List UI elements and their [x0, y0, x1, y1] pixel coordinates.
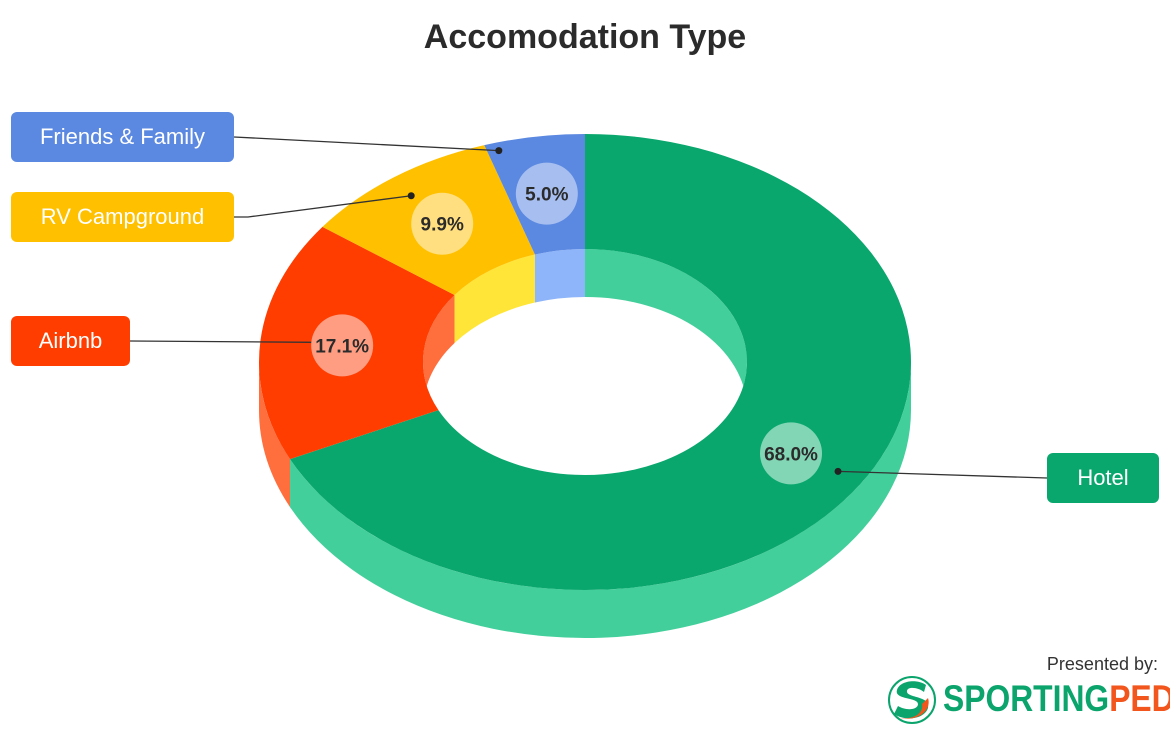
- leader-dot-rv-campground: [407, 192, 415, 200]
- value-label-hotel: 68.0%: [764, 444, 818, 465]
- leader-line-rv-campground: [234, 195, 412, 218]
- value-bubble-friends-family: [515, 162, 578, 225]
- leader-line-friends-family: [233, 136, 499, 152]
- inner-wall-rv-campground-1: [454, 254, 535, 344]
- sportingpedia-logo: SPORTINGPEDIA: [888, 674, 1170, 724]
- data-labels: 68.0% 17.1% 9.9% 5.0%: [129, 136, 1048, 485]
- sportingpedia-s-icon: [888, 676, 936, 724]
- side-wall-hotel: [290, 362, 911, 638]
- donut-inner-walls: [423, 249, 747, 410]
- legend-label-hotel: Hotel: [1047, 453, 1159, 503]
- presented-by-text: Presented by:: [1046, 654, 1158, 674]
- slice-hotel: [290, 134, 911, 590]
- leader-line-hotel: [837, 470, 1048, 479]
- logo-text-pedia: PEDIA: [1109, 678, 1170, 719]
- inner-wall-airbnb-1: [423, 295, 455, 410]
- value-bubble-hotel: [760, 422, 823, 485]
- chart-title: Accomodation Type: [423, 18, 747, 56]
- side-wall-airbnb: [259, 362, 291, 508]
- value-bubble-airbnb: [311, 314, 374, 377]
- value-label-rv-campground: 9.9%: [421, 215, 464, 236]
- value-label-friends-family: 5.0%: [525, 185, 568, 206]
- legend-label-airbnb: Airbnb: [11, 316, 130, 366]
- value-bubble-rv-campground: [411, 192, 474, 255]
- legend-label-rv-campground: RV Campground: [11, 192, 234, 242]
- logo-text-sporting: SPORTING: [943, 678, 1110, 719]
- leader-dot-hotel: [834, 467, 842, 475]
- value-label-airbnb: 17.1%: [315, 336, 369, 357]
- inner-wall-friends-family-1: [534, 249, 585, 303]
- donut-sides: [259, 362, 911, 638]
- leader-dot-friends-family: [495, 147, 503, 155]
- legend-label-friends-family: Friends & Family: [11, 112, 234, 162]
- leader-line-airbnb: [129, 340, 333, 344]
- inner-wall-hotel-0: [585, 249, 747, 410]
